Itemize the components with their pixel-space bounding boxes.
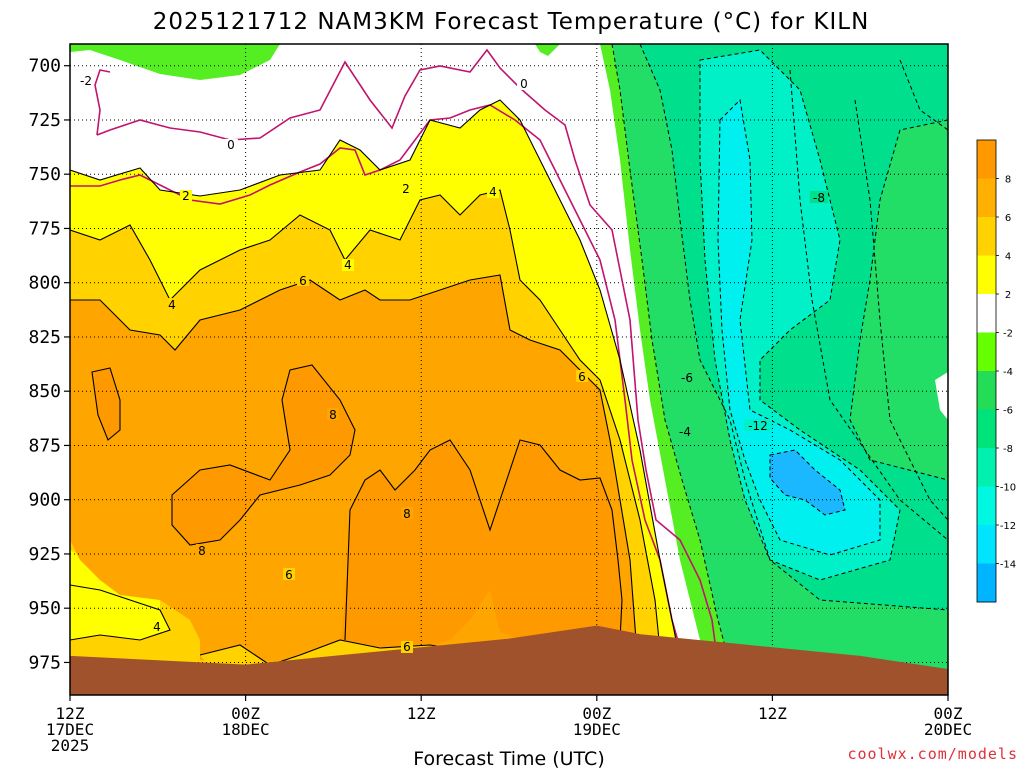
contour-label: 4 — [344, 258, 352, 272]
isotherm-2 — [70, 99, 679, 651]
colorbar-label: 4 — [1005, 252, 1011, 263]
isotherm-6 — [70, 274, 637, 641]
y-axis: 700 725 750 775 800 825 850 875 900 925 950 975 — [28, 56, 70, 673]
colorbar-label: -4 — [1003, 367, 1013, 378]
contour-label: -6 — [681, 371, 693, 385]
x-tick-label: 12Z — [758, 704, 787, 723]
y-tick-label: 975 — [28, 652, 61, 673]
x-tick-label: 12Z — [407, 704, 436, 723]
x-axis-title: Forecast Time (UTC) — [413, 748, 604, 768]
x-tick-label: 20DEC — [924, 720, 972, 739]
colorbar-legend: 8 6 4 2 -2 -4 -6 -8 -10 -12 -14 — [976, 139, 1016, 603]
region-cold-m14 — [770, 450, 845, 515]
region-hot-c — [340, 440, 622, 650]
colorbar-swatch — [977, 486, 996, 526]
zero-isotherm-lower — [70, 104, 681, 649]
contour-label: 2 — [402, 182, 410, 196]
y-tick-label: 700 — [28, 56, 61, 77]
colorbar-swatch — [977, 217, 996, 256]
colorbar-label: 8 — [1005, 175, 1011, 186]
contour-labels: -2 0 0 2 2 4 4 6 6 8 8 8 6 6 — [80, 74, 828, 654]
y-tick-label: 725 — [28, 110, 61, 131]
y-tick-label: 775 — [28, 218, 61, 239]
y-tick-label: 825 — [28, 327, 61, 348]
contour-label: 8 — [198, 544, 206, 558]
contour-label: 0 — [520, 77, 528, 91]
x-gridlines — [245, 44, 773, 695]
colorbar-label: -14 — [1000, 560, 1016, 571]
y-tick-label: 900 — [28, 490, 61, 511]
y-tick-label: 925 — [28, 544, 61, 565]
isotherm-8-a — [91, 367, 121, 441]
credit-text: coolwx.com/models — [847, 745, 1018, 763]
contour-label: 6 — [299, 274, 307, 288]
region-low-yellow — [70, 585, 170, 640]
y-tick-label: 875 — [28, 435, 61, 456]
zero-isotherm — [96, 48, 717, 651]
contour-label: 8 — [403, 507, 411, 521]
contour-label: 4 — [489, 185, 497, 199]
isotherm-low-4 — [70, 584, 171, 641]
contour-label: 4 — [168, 298, 176, 312]
x-tick-label: 19DEC — [573, 720, 621, 739]
colorbar-swatch — [977, 178, 996, 218]
plot-frame — [69, 43, 949, 696]
colorbar-label: -8 — [1003, 444, 1013, 455]
colorbar-swatch — [977, 409, 996, 449]
region-hot-a — [92, 368, 120, 440]
contour-label: 2 — [182, 189, 190, 203]
contour-label: -12 — [748, 419, 768, 433]
x-tick-label: 2025 — [51, 736, 90, 755]
region-top-green-left — [70, 44, 280, 80]
contour-label: 8 — [329, 408, 337, 422]
colorbar-swatch — [977, 563, 996, 603]
colorbar-label: 6 — [1005, 213, 1011, 224]
region-cold-m12 — [718, 100, 880, 555]
colorbar-swatch — [977, 332, 996, 372]
colorbar-swatch — [977, 525, 996, 564]
region-right-pocket — [935, 372, 948, 420]
contour-label: 4 — [153, 620, 161, 634]
colorbar-label: 2 — [1005, 290, 1011, 301]
contour-label: -4 — [679, 425, 691, 439]
y-tick-label: 950 — [28, 598, 61, 619]
region-top-green-mid — [535, 44, 560, 56]
x-tick-label: 18DEC — [222, 720, 270, 739]
zero-isotherm-top — [94, 69, 111, 136]
isotherm-4 — [70, 189, 661, 651]
contour-label: 6 — [403, 640, 411, 654]
colorbar-swatch — [977, 371, 996, 410]
colorbar-swatch — [977, 448, 996, 487]
y-tick-label: 850 — [28, 381, 61, 402]
contour-label: -2 — [80, 74, 92, 88]
x-tick-label: 12Z — [56, 704, 85, 723]
y-tick-label: 750 — [28, 164, 61, 185]
plot-area: -2 0 0 2 2 4 4 6 6 8 8 8 6 6 — [70, 44, 948, 695]
colorbar-label: -2 — [1003, 329, 1013, 340]
contour-label: 6 — [578, 370, 586, 384]
x-tick-label: 00Z — [231, 704, 260, 723]
isotherm-low-6 — [199, 639, 461, 666]
isotherm-8-b — [171, 364, 356, 546]
region-hot-b — [172, 365, 355, 545]
y-tick-label: 800 — [28, 273, 61, 294]
contour-label: 6 — [285, 568, 293, 582]
x-tick-label: 00Z — [582, 704, 611, 723]
terrain-fill — [70, 625, 948, 695]
colorbar-swatch — [977, 294, 996, 333]
x-tick-label: 17DEC — [46, 720, 94, 739]
colorbar-label: -12 — [1000, 521, 1016, 532]
contour-label: -8 — [813, 191, 825, 205]
x-tick-label: 00Z — [934, 704, 963, 723]
chart-title: 2025121712 NAM3KM Forecast Temperature (… — [153, 9, 870, 35]
colorbar-swatch — [977, 140, 996, 179]
isotherm-8-c — [344, 439, 623, 641]
colorbar-label: -6 — [1003, 406, 1013, 417]
contour-label: 0 — [227, 138, 235, 152]
colorbar-swatch — [977, 255, 996, 295]
colorbar-label: -10 — [1000, 483, 1016, 494]
cold-isotherms — [611, 44, 948, 695]
